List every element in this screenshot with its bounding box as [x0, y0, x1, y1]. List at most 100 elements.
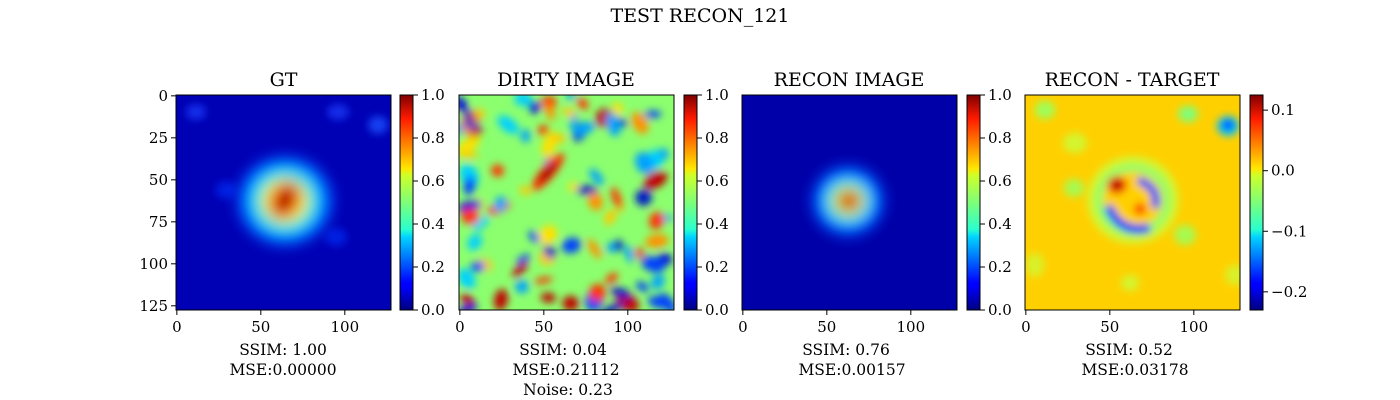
y-tick-label: 75 [149, 213, 168, 231]
x-ticks-dirty: 0 50 100 [455, 310, 642, 336]
noise-blob [515, 279, 529, 294]
colorbar-ticks-diff: 0.1 0.0 −0.1 −0.2 [1263, 101, 1307, 301]
noise-blob [606, 243, 616, 253]
noise-blob [494, 288, 508, 310]
noise-blob [624, 245, 635, 263]
noise-blob [663, 214, 672, 222]
colorbar-ticks-recon: 0.0 0.2 0.4 0.6 0.8 1.0 [980, 86, 1012, 319]
colorbar-tick-label: 0.0 [988, 301, 1012, 319]
colorbar-tick-label: 0.6 [421, 172, 445, 190]
colorbar-tick-label: −0.2 [1271, 283, 1307, 301]
noise-blob [561, 237, 581, 254]
x-ticks-recon: 0 50 100 [738, 310, 925, 336]
noise-blob [467, 234, 483, 251]
x-ticks-diff: 0 50 100 [1021, 310, 1208, 336]
noise-blob [568, 182, 579, 192]
colorbar-tick-label: 0.4 [988, 215, 1012, 233]
colorbar-tick-label: 1.0 [705, 86, 729, 104]
noise-blob [550, 133, 567, 143]
colorbar-tick-label: 0.2 [988, 258, 1012, 276]
colorbar-tick-label: 0.0 [421, 301, 445, 319]
noise-blob [644, 110, 662, 119]
caption-ssim-gt: SSIM: 1.00 [239, 341, 327, 359]
y-tick-label: 100 [139, 255, 168, 273]
noise-blob [534, 276, 553, 284]
noise-blob [610, 287, 632, 299]
noise-blob [577, 97, 589, 110]
x-tick-label: 0 [455, 318, 465, 336]
image-diff [1025, 95, 1240, 310]
noise-blob [589, 284, 606, 302]
colorbar-tick-label: 0.8 [421, 129, 445, 147]
caption-ssim-diff: SSIM: 0.52 [1085, 341, 1173, 359]
noise-blob [647, 296, 669, 309]
noise-blob [605, 112, 621, 137]
noise-blob [569, 113, 578, 131]
x-tick-label: 100 [613, 318, 642, 336]
noise-blob [463, 176, 476, 196]
colorbar-tick-label: 0.1 [1271, 101, 1295, 119]
noise-blob [589, 168, 604, 186]
noise-blob [520, 129, 531, 143]
noise-blob [538, 160, 558, 184]
noise-blob [611, 187, 623, 209]
noise-blob [643, 170, 668, 190]
noise-blob [574, 185, 598, 195]
noise-blob [612, 102, 624, 116]
noise-blob [459, 96, 468, 113]
x-tick-label: 0 [738, 318, 748, 336]
noise-blob [641, 256, 666, 273]
noise-blob [562, 107, 578, 118]
colorbar-dirty: 0.0 0.2 0.4 0.6 0.8 1.0 [683, 86, 729, 319]
figure-title: TEST RECON_121 [611, 5, 790, 27]
x-tick-label: 50 [1100, 318, 1119, 336]
image-gt [176, 95, 391, 310]
x-tick-label: 50 [251, 318, 270, 336]
noise-blob [481, 214, 490, 226]
noise-blob [519, 185, 531, 196]
noise-blob [635, 281, 649, 292]
colorbar-diff: 0.1 0.0 −0.1 −0.2 [1249, 94, 1307, 311]
panel-title-recon: RECON IMAGE [774, 69, 925, 91]
noise-blob [587, 191, 603, 211]
caption-mse-recon: MSE:0.00157 [798, 361, 905, 379]
noise-blob [461, 208, 479, 225]
noise-blob [562, 295, 579, 310]
colorbar-tick-label: 0.6 [705, 172, 729, 190]
panel-title-dirty: DIRTY IMAGE [497, 69, 635, 91]
x-ticks-gt: 0 50 100 [172, 310, 359, 336]
noise-blob [538, 225, 558, 246]
colorbar-tick-label: 0.0 [1271, 162, 1295, 180]
noise-blob [645, 234, 669, 248]
colorbar-ticks-gt: 0.0 0.2 0.4 0.6 0.8 1.0 [413, 86, 445, 319]
x-tick-label: 100 [896, 318, 925, 336]
x-tick-label: 0 [1021, 318, 1031, 336]
noise-blob [635, 247, 644, 259]
noise-blob [528, 101, 541, 114]
noise-blob [604, 209, 617, 225]
noise-blob [528, 231, 540, 243]
noise-blob [635, 189, 652, 206]
noise-blob [512, 262, 528, 278]
image-recon [742, 95, 957, 310]
noise-blob [651, 274, 665, 290]
noise-blob [459, 303, 478, 310]
noise-blob [635, 151, 654, 175]
caption-mse-gt: MSE:0.00000 [229, 361, 336, 379]
caption-noise-dirty: Noise: 0.23 [523, 381, 613, 399]
x-tick-label: 0 [172, 318, 182, 336]
noise-blob [459, 136, 480, 155]
noise-blob [459, 268, 476, 289]
noise-blob [470, 261, 485, 272]
caption-mse-diff: MSE:0.03178 [1081, 361, 1188, 379]
panel-dirty: DIRTY IMAGE 0 50 100 0.0 0.2 0.4 0.6 0.8 1.0 SS… [455, 69, 729, 399]
colorbar-tick-label: −0.1 [1271, 222, 1307, 240]
panel-title-gt: GT [270, 69, 298, 91]
colorbar-tick-label: 1.0 [988, 86, 1012, 104]
y-tick-label: 50 [149, 171, 168, 189]
colorbar-tick-label: 0.6 [988, 172, 1012, 190]
colorbar-gt: 0.0 0.2 0.4 0.6 0.8 1.0 [399, 86, 445, 319]
colorbar-tick-label: 0.4 [421, 215, 445, 233]
noise-blob [543, 245, 556, 259]
